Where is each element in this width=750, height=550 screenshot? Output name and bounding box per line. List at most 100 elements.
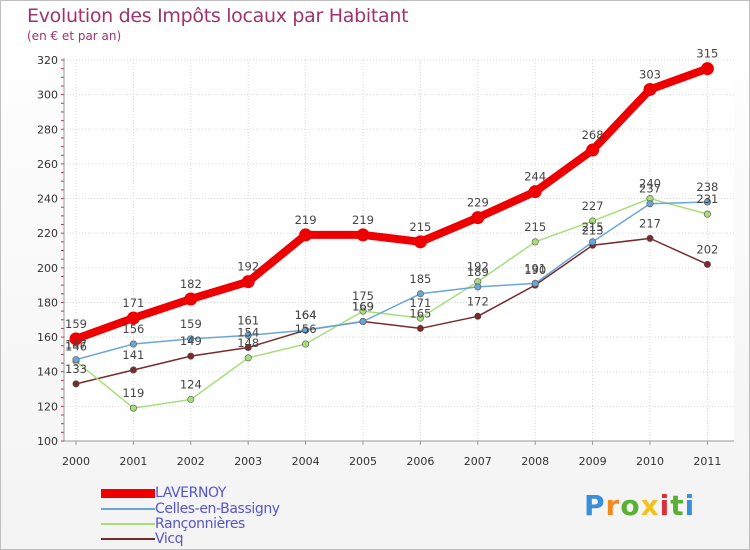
y-tick-label: 200 (37, 262, 58, 275)
data-point (413, 235, 427, 249)
data-point (241, 275, 255, 289)
x-tick-label: 2010 (636, 455, 664, 468)
legend-swatch (101, 488, 155, 498)
data-label: 185 (409, 272, 431, 286)
data-point (359, 318, 367, 326)
data-point (244, 343, 252, 351)
series-layer (69, 62, 714, 412)
legend-label: LAVERNOY (155, 485, 227, 501)
data-point (528, 185, 542, 199)
data-point (589, 217, 597, 225)
data-label: 244 (524, 170, 546, 184)
x-tick-label: 2002 (177, 455, 205, 468)
series-line-3 (75, 237, 709, 385)
chart-subtitle: (en € et par an) (27, 29, 122, 43)
proxiti-logo: Proxiti (584, 489, 695, 522)
data-label: 124 (180, 377, 202, 391)
data-label: 190 (524, 263, 546, 277)
data-label: 159 (65, 317, 87, 331)
grid (64, 59, 734, 442)
data-label: 213 (582, 223, 604, 237)
data-point (244, 331, 252, 339)
x-tick-label: 2003 (234, 455, 262, 468)
data-point (72, 380, 80, 388)
data-label: 141 (122, 348, 144, 362)
y-tick-label: 100 (37, 435, 58, 448)
legend-swatch (101, 538, 155, 540)
data-label: 268 (582, 128, 604, 142)
data-label: 156 (122, 322, 144, 336)
y-tick-label: 240 (37, 193, 58, 206)
plot-area (64, 60, 734, 441)
data-label: 192 (237, 260, 259, 274)
data-label: 237 (639, 182, 661, 196)
chart-title: Evolution des Impôts locaux par Habitant (27, 5, 409, 27)
data-label: 215 (409, 220, 431, 234)
data-label: 172 (467, 294, 489, 308)
data-label: 231 (696, 192, 718, 206)
data-point (359, 307, 367, 315)
data-label: 171 (409, 296, 431, 310)
data-label: 219 (352, 213, 374, 227)
data-label: 164 (295, 308, 317, 322)
data-label: 202 (696, 242, 718, 256)
y-tick-label: 320 (37, 54, 58, 67)
data-label: 148 (237, 336, 259, 350)
logo-letter: i (659, 489, 671, 522)
data-label: 154 (237, 325, 259, 339)
y-tick-label: 120 (37, 400, 58, 413)
data-point (129, 366, 137, 374)
data-point (187, 395, 195, 403)
data-label: 146 (65, 339, 87, 353)
data-point (474, 283, 482, 291)
data-label: 217 (639, 216, 661, 230)
legend-item: Celles-en-Bassigny (101, 501, 280, 517)
data-point (700, 62, 714, 76)
data-label: 161 (237, 313, 259, 327)
data-label: 147 (65, 338, 87, 352)
data-label: 303 (639, 67, 661, 81)
data-point (244, 354, 252, 362)
data-label: 240 (639, 177, 661, 191)
data-point (474, 312, 482, 320)
data-point (531, 238, 539, 246)
data-label: 227 (582, 199, 604, 213)
data-point (129, 340, 137, 348)
data-point (72, 356, 80, 364)
y-tick-label: 220 (37, 227, 58, 240)
data-point (643, 82, 657, 96)
data-label: 159 (180, 317, 202, 331)
legend-swatch (101, 508, 155, 510)
data-point (184, 292, 198, 306)
axes: 100 120 140 160 180 200 220 240 260 280 300 320 2000… (37, 54, 734, 468)
y-tick-label: 180 (37, 296, 58, 309)
data-point (187, 352, 195, 360)
data-label: 171 (122, 296, 144, 310)
data-label: 119 (122, 386, 144, 400)
data-label: 169 (352, 300, 374, 314)
x-tick-label: 2009 (579, 455, 607, 468)
data-point (129, 404, 137, 412)
data-point (531, 279, 539, 287)
logo-letter: r (605, 489, 621, 522)
y-tick-label: 160 (37, 331, 58, 344)
data-point (416, 290, 424, 298)
data-point (187, 335, 195, 343)
data-label: 165 (409, 306, 431, 320)
data-point (646, 234, 654, 242)
y-tick-label: 260 (37, 158, 58, 171)
data-label: 191 (524, 261, 546, 275)
data-label: 229 (467, 196, 489, 210)
logo-letter: i (684, 489, 696, 522)
data-point (703, 210, 711, 218)
data-label: 215 (524, 220, 546, 234)
data-label: 315 (696, 47, 718, 61)
data-label: 192 (467, 260, 489, 274)
series-line-0 (72, 64, 712, 343)
data-point (703, 198, 711, 206)
data-label: 133 (65, 362, 87, 376)
legend-item: Vicq (101, 531, 184, 547)
